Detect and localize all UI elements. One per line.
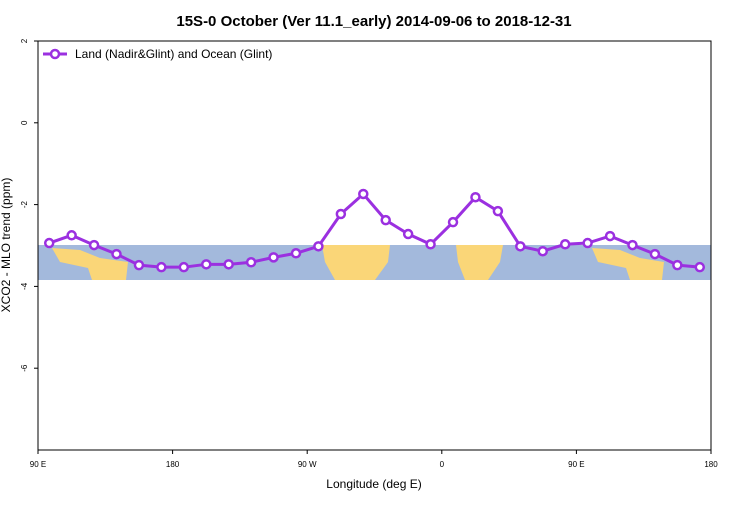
y-tick-label: -6: [20, 364, 29, 372]
data-point: [492, 205, 504, 217]
data-point: [201, 259, 212, 270]
y-axis-label: XCO2 - MLO trend (ppm): [0, 178, 13, 313]
data-point: [447, 216, 459, 228]
data-point: [66, 230, 77, 241]
data-point: [537, 245, 548, 257]
data-point: [402, 228, 414, 240]
y-tick-label: 2: [20, 38, 29, 43]
map-background: [38, 245, 711, 280]
legend-label: Land (Nadir&Glint) and Ocean (Glint): [75, 47, 272, 61]
data-point: [582, 237, 593, 249]
data-point: [604, 230, 616, 242]
data-point: [649, 248, 661, 260]
x-tick-label: 180: [166, 460, 180, 469]
data-point: [627, 239, 638, 251]
chart-title: 15S-0 October (Ver 11.1_early) 2014-09-0…: [176, 13, 571, 30]
x-tick-label: 90 E: [568, 460, 584, 469]
data-point: [223, 259, 234, 270]
data-point: [515, 241, 526, 252]
x-axis-label: Longitude (deg E): [326, 477, 421, 491]
x-tick-label: 0: [440, 460, 445, 469]
y-tick-label: 0: [20, 120, 29, 125]
data-point: [470, 191, 481, 203]
y-tick-label: -4: [20, 282, 29, 290]
x-tick-label: 180: [704, 460, 718, 469]
data-point: [178, 261, 190, 273]
data-point: [358, 188, 369, 200]
legend-marker: [49, 48, 61, 60]
data-point: [380, 214, 391, 226]
data-point: [133, 259, 145, 271]
x-tick-label: 90 W: [298, 460, 317, 469]
data-point: [335, 208, 347, 220]
data-point: [43, 237, 55, 249]
data-point: [672, 259, 683, 271]
data-point: [559, 239, 571, 250]
y-tick-label: -2: [20, 200, 29, 208]
data-point: [245, 257, 257, 268]
data-point: [268, 252, 279, 263]
x-tick-label: 90 E: [30, 460, 46, 469]
data-point: [88, 239, 100, 251]
data-point: [313, 241, 324, 252]
data-point: [156, 261, 167, 273]
data-point: [425, 239, 436, 250]
data-point: [290, 248, 302, 259]
data-point: [694, 261, 706, 273]
plot-frame: [37, 40, 712, 451]
data-point: [111, 248, 122, 260]
